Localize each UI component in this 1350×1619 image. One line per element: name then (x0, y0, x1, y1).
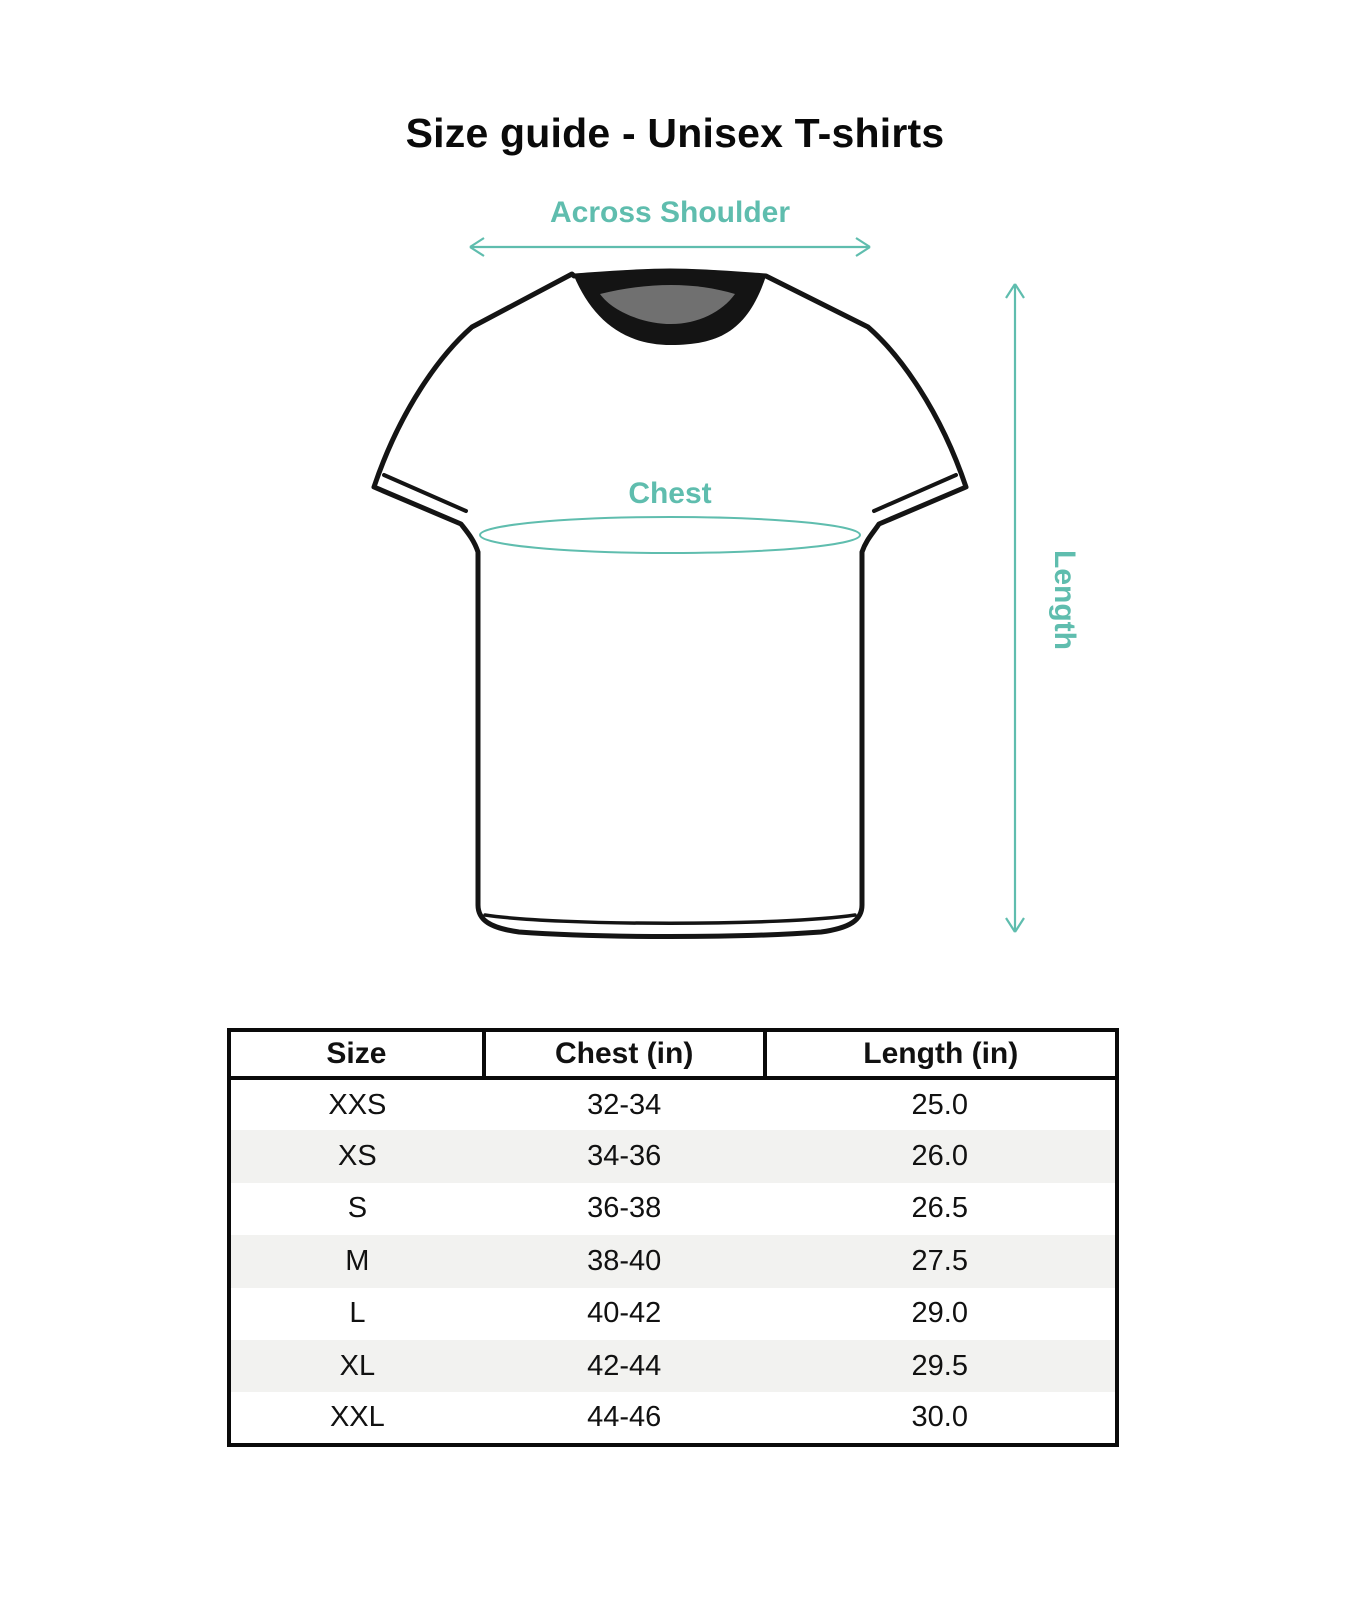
svg-text:Across Shoulder: Across Shoulder (550, 196, 790, 229)
svg-text:Chest: Chest (628, 477, 711, 510)
svg-text:Length: Length (1048, 550, 1081, 650)
